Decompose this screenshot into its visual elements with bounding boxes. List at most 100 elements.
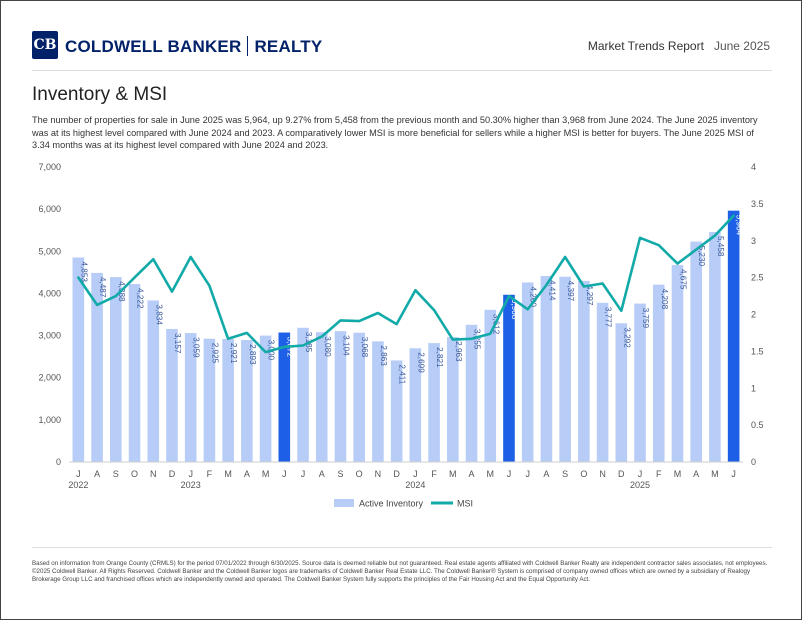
bar-value-label: 4,397 [566,281,575,302]
y-right-tick-label: 3 [751,236,756,246]
bar-value-label: 4,222 [136,288,145,309]
x-tick-label: A [319,469,325,479]
bar-value-label: 5,230 [697,246,706,267]
inventory-bar [409,348,422,462]
y-left-tick-label: 3,000 [38,331,61,341]
legend-label-active-inventory: Active Inventory [359,499,424,509]
bar-value-label: 4,853 [79,261,88,282]
bar-value-label: 2,893 [248,344,257,365]
inventory-bar [465,324,478,462]
inventory-bar [634,303,646,462]
inventory-bar [315,332,328,462]
x-tick-label: J [507,469,512,479]
inventory-bar [334,331,347,462]
legend-swatch-active-inventory [334,499,354,507]
x-tick-label: D [169,469,176,479]
brand-name: COLDWELL BANKER [65,37,242,56]
y-left-tick-label: 5,000 [38,246,61,256]
inventory-bar [559,276,571,462]
x-tick-label: M [262,469,270,479]
x-tick-label: M [487,469,495,479]
bar-value-label: 2,925 [210,343,219,364]
x-tick-label: N [599,469,606,479]
y-right-tick-label: 1.5 [751,346,764,356]
inventory-bar [259,335,272,462]
y-left-tick-label: 4,000 [38,288,61,298]
bar-value-label: 5,964 [735,215,744,236]
inventory-bar [447,337,459,462]
x-tick-label: M [674,469,682,479]
bar-value-label: 4,297 [585,285,594,306]
x-tick-label: D [393,469,400,479]
bar-value-label: 2,963 [454,341,463,362]
inventory-bar [372,341,384,462]
x-tick-label: A [94,469,100,479]
inventory-bar [540,275,553,462]
inventory-bar [652,284,665,462]
inventory-bar [147,300,160,462]
x-tick-label: O [356,469,363,479]
x-tick-label: J [638,469,643,479]
x-tick-label: S [337,469,343,479]
bar-value-label: 4,414 [547,280,556,301]
x-year-label: 2022 [68,480,88,490]
y-right-tick-label: 4 [751,162,756,172]
inventory-bar [390,360,403,462]
bar-value-label: 4,260 [529,286,538,307]
bar-value-label: 3,059 [192,337,201,358]
bar-value-label: 3,292 [622,327,631,348]
y-right-tick-label: 3.5 [751,199,764,209]
report-date: June 2025 [713,39,770,53]
y-right-tick-label: 0.5 [751,420,764,430]
x-year-label: 2025 [630,480,650,490]
inventory-bar [615,323,628,462]
x-tick-label: A [469,469,475,479]
inventory-bar [484,309,497,462]
footer-disclaimer: Based on information from Orange County … [32,560,768,583]
inventory-bar [578,280,590,462]
x-tick-label: M [711,469,719,479]
msi-line [77,214,735,354]
inventory-bar [671,264,684,462]
x-tick-label: M [224,469,232,479]
bar-value-label: 2,863 [379,345,388,366]
y-right-tick-label: 0 [751,457,756,467]
inventory-bar [428,343,440,462]
x-tick-label: S [562,469,568,479]
inventory-bar [709,231,721,462]
x-tick-label: J [731,469,736,479]
x-tick-label: A [244,469,250,479]
x-tick-label: J [282,469,287,479]
y-left-tick-label: 7,000 [38,162,61,172]
x-year-label: 2024 [405,480,425,490]
x-tick-label: F [656,469,662,479]
header-divider [32,70,772,71]
bar-value-label: 5,458 [716,236,725,257]
x-tick-label: M [449,469,457,479]
inventory-bar [241,340,253,462]
bar-value-label: 3,157 [173,333,182,354]
brand-divider [247,36,249,56]
section-description: The number of properties for sale in Jun… [32,115,758,151]
bar-value-label: 3,759 [641,308,650,329]
x-tick-label: J [301,469,306,479]
bar-value-label: 3,255 [473,329,482,350]
inventory-bar [203,338,216,462]
x-tick-label: J [76,469,81,479]
x-tick-label: J [525,469,530,479]
x-tick-label: O [131,469,138,479]
inventory-bar [91,272,103,462]
inventory-msi-chart: 0 1,000 2,000 3,000 4,000 5,000 6,000 7,000 0 0.5… [38,162,764,509]
y-left-tick-label: 6,000 [38,204,61,214]
report-info: Market Trends Report June 2025 [588,39,770,53]
inventory-bar [166,328,178,462]
x-tick-label: F [431,469,437,479]
inventory-bar [596,302,609,462]
x-tick-label: J [413,469,418,479]
y-left-tick-label: 2,000 [38,373,61,383]
bar-value-label: 2,821 [435,347,444,368]
bar-value-label: 3,080 [323,336,332,357]
brand-suffix: REALTY [254,37,323,56]
report-title: Market Trends Report [587,39,704,53]
